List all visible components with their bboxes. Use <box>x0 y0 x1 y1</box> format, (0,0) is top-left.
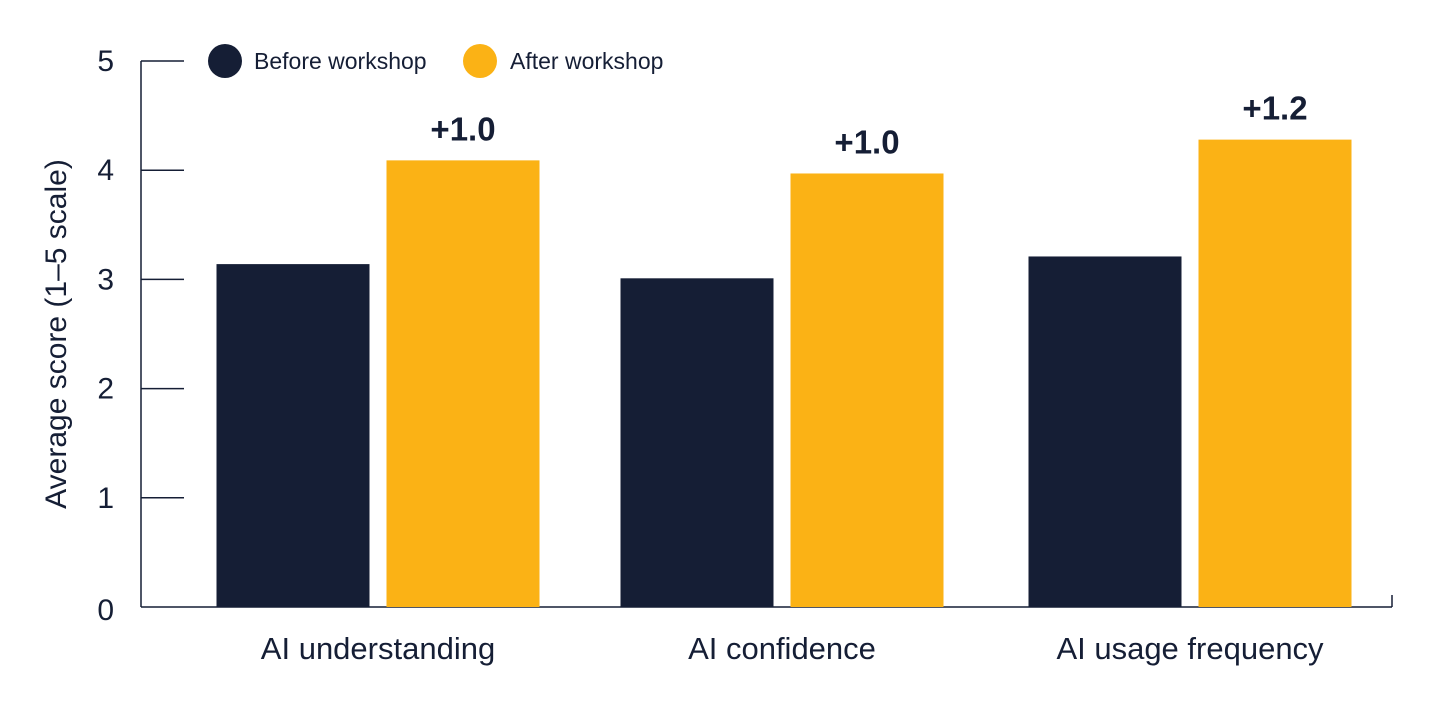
x-tick-label: AI usage frequency <box>1056 631 1324 666</box>
bars <box>216 139 1352 607</box>
x-tick-label: AI confidence <box>688 631 876 666</box>
bar-after <box>386 160 540 607</box>
legend-swatch <box>208 44 242 78</box>
legend: Before workshop After workshop <box>208 44 663 78</box>
legend-label: After workshop <box>510 48 663 74</box>
bar-before <box>216 264 370 607</box>
y-axis-title: Average score (1–5 scale) <box>40 159 73 509</box>
bar-before <box>1028 256 1182 607</box>
y-tick-label: 1 <box>97 482 114 515</box>
bar-after <box>790 173 944 607</box>
x-tick-label: AI understanding <box>261 631 495 666</box>
legend-swatch <box>463 44 497 78</box>
bar-after <box>1198 139 1352 607</box>
delta-annotation: +1.0 <box>834 123 899 160</box>
delta-annotation: +1.2 <box>1242 90 1307 127</box>
y-tick-label: 4 <box>97 154 114 187</box>
labels: AI understanding +1.0 AI confidence +1.0 AI … <box>261 90 1324 666</box>
y-tick-label: 3 <box>97 263 114 296</box>
delta-annotation: +1.0 <box>430 110 495 147</box>
y-tick-label: 0 <box>97 594 114 627</box>
bar-before <box>620 278 774 607</box>
y-tick-label: 2 <box>97 373 114 406</box>
y-tick-label: 5 <box>97 45 114 78</box>
legend-label: Before workshop <box>254 48 427 74</box>
